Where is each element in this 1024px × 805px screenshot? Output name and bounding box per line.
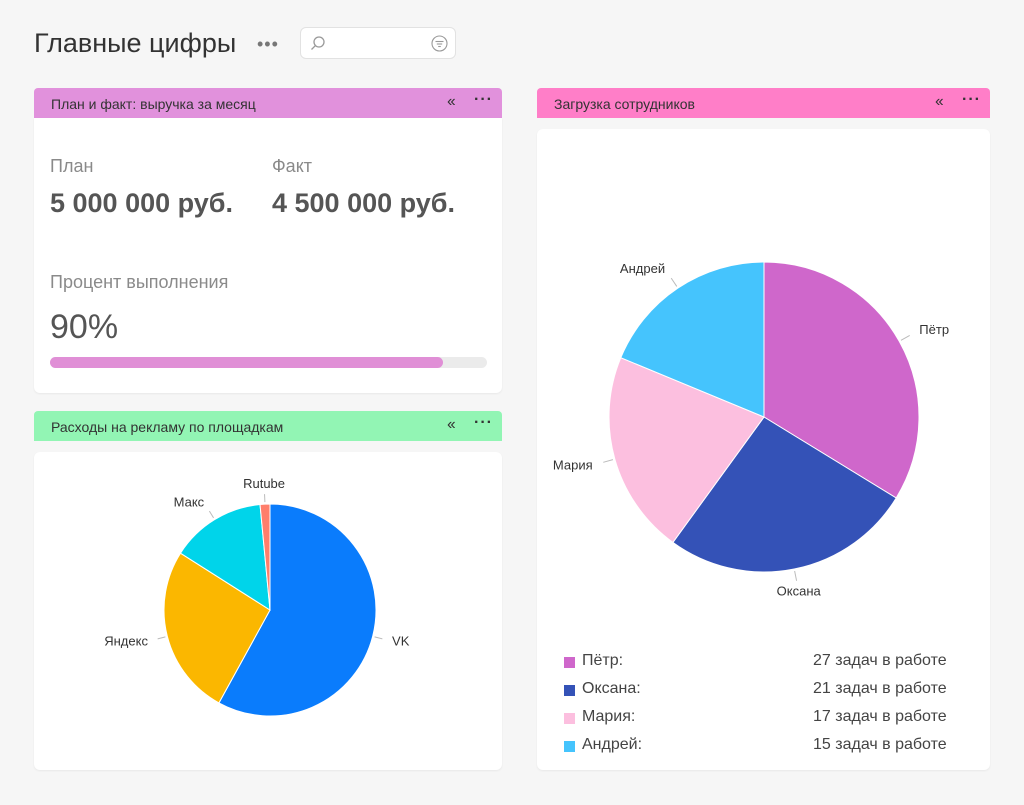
legend-item[interactable]: Оксана: 21 задач в работе bbox=[564, 677, 984, 705]
legend-item[interactable]: Пётр: 27 задач в работе bbox=[564, 649, 984, 677]
legend-swatch bbox=[564, 713, 575, 724]
percent-value: 90% bbox=[50, 308, 119, 346]
widget-title: Загрузка сотрудников bbox=[554, 96, 695, 112]
plan-value: 5 000 000 руб. bbox=[50, 188, 233, 218]
legend-value: 17 задач в работе bbox=[813, 708, 947, 725]
filter-icon[interactable] bbox=[431, 35, 448, 52]
ads-spend-widget: Расходы на рекламу по площадкам ‹‹ ··· V… bbox=[34, 411, 502, 770]
legend-item[interactable]: Андрей: 15 задач в работе bbox=[564, 733, 984, 761]
plan-fact-body: План 5 000 000 руб. Факт 4 500 000 руб. … bbox=[34, 118, 502, 393]
fact-value: 4 500 000 руб. bbox=[272, 188, 455, 218]
pie-label-line bbox=[208, 510, 214, 519]
pie-label: VK bbox=[392, 633, 410, 648]
progress-bar bbox=[50, 357, 487, 368]
search-box[interactable] bbox=[300, 27, 456, 59]
pie-label: Яндекс bbox=[104, 633, 148, 648]
page-more-icon[interactable]: ••• bbox=[257, 34, 279, 54]
legend-item[interactable]: Мария: 17 задач в работе bbox=[564, 705, 984, 733]
pie-slice[interactable] bbox=[608, 357, 765, 544]
legend-swatch bbox=[564, 741, 575, 752]
ads-spend-header: Расходы на рекламу по площадкам ‹‹ ··· bbox=[34, 411, 502, 441]
legend-swatch bbox=[564, 657, 575, 668]
pie-slice[interactable] bbox=[763, 261, 920, 499]
legend-name: Андрей: bbox=[582, 736, 643, 753]
legend-swatch bbox=[564, 685, 575, 696]
legend-value: 27 задач в работе bbox=[813, 652, 947, 669]
pie-label-line bbox=[157, 636, 166, 640]
pie-label-line bbox=[670, 277, 678, 287]
collapse-icon[interactable]: ‹‹ bbox=[935, 93, 944, 110]
pie-label: Rutube bbox=[243, 476, 285, 491]
plan-fact-widget: План и факт: выручка за месяц ‹‹ ··· Пла… bbox=[34, 88, 502, 393]
legend-name: Пётр: bbox=[582, 652, 624, 669]
pie-label-line bbox=[603, 459, 614, 463]
pie-label-line bbox=[374, 636, 383, 640]
page-title: Главные цифры bbox=[34, 28, 237, 58]
pie-label: Мария bbox=[553, 457, 593, 472]
legend-value: 15 задач в работе bbox=[813, 736, 947, 753]
staff-load-body: Пётр Оксана Мария Андрей Пётр: 27 задач в ра… bbox=[537, 129, 990, 770]
widget-more-icon[interactable]: ··· bbox=[474, 91, 493, 108]
pie-slice[interactable] bbox=[259, 503, 271, 611]
pie-slice[interactable] bbox=[218, 503, 377, 717]
collapse-icon[interactable]: ‹‹ bbox=[447, 416, 456, 433]
pie-label: Макс bbox=[174, 495, 205, 510]
ads-spend-body: VK Яндекс Макс Rutube bbox=[34, 452, 502, 770]
pie-slice[interactable] bbox=[163, 552, 271, 704]
staff-load-header: Загрузка сотрудников ‹‹ ··· bbox=[537, 88, 990, 118]
pie-label-line bbox=[794, 570, 798, 581]
widget-title: Расходы на рекламу по площадкам bbox=[51, 419, 284, 435]
progress-fill bbox=[50, 357, 444, 368]
search-input[interactable] bbox=[331, 33, 427, 53]
staff-legend: Пётр: 27 задач в работе Оксана: 21 задач в … bbox=[564, 649, 984, 761]
pie-slice[interactable] bbox=[672, 416, 897, 573]
percent-label: Процент выполнения bbox=[50, 272, 229, 292]
search-icon bbox=[311, 36, 325, 50]
legend-name: Оксана: bbox=[582, 680, 641, 697]
plan-label: План bbox=[50, 156, 94, 176]
ads-pie-chart: VK Яндекс Макс Rutube bbox=[104, 476, 410, 717]
pie-label: Пётр bbox=[919, 322, 949, 337]
staff-pie-chart: Пётр Оксана Мария Андрей bbox=[553, 261, 949, 599]
collapse-icon[interactable]: ‹‹ bbox=[447, 93, 456, 110]
legend-value: 21 задач в работе bbox=[813, 680, 947, 697]
plan-fact-header: План и факт: выручка за месяц ‹‹ ··· bbox=[34, 88, 502, 118]
fact-label: Факт bbox=[272, 156, 313, 176]
staff-load-widget: Загрузка сотрудников ‹‹ ··· Пётр Оксана Ма… bbox=[537, 88, 990, 770]
pie-label: Оксана bbox=[777, 584, 822, 599]
widget-more-icon[interactable]: ··· bbox=[962, 91, 981, 108]
pie-slice[interactable] bbox=[620, 261, 765, 418]
pie-label: Андрей bbox=[620, 261, 665, 276]
widget-more-icon[interactable]: ··· bbox=[474, 414, 493, 431]
widget-title: План и факт: выручка за месяц bbox=[51, 96, 256, 112]
pie-label-line bbox=[900, 334, 910, 341]
legend-name: Мария: bbox=[582, 708, 636, 725]
pie-slice[interactable] bbox=[179, 503, 271, 611]
